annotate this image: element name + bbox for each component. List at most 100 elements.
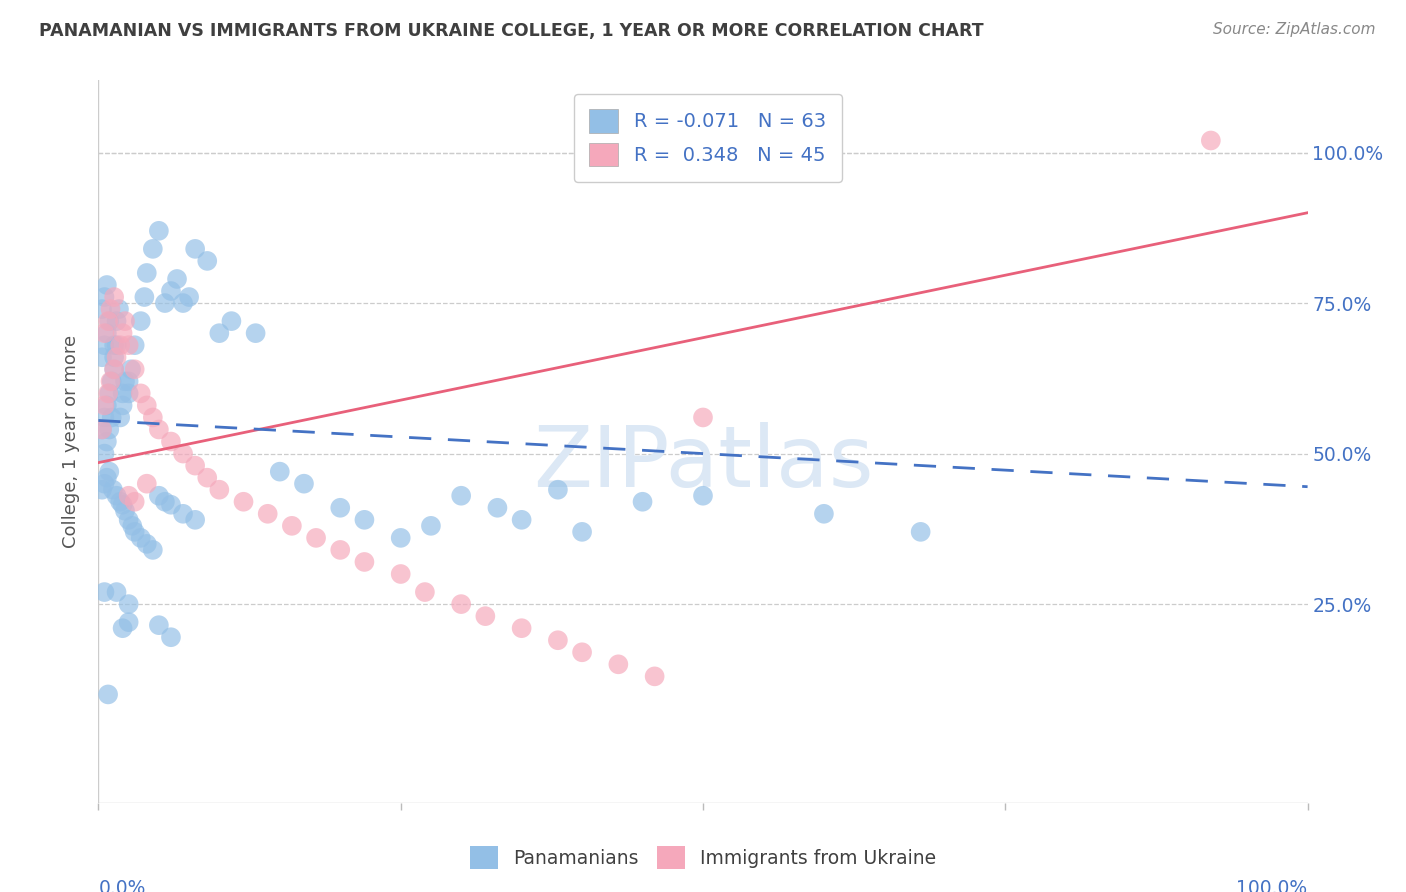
Point [93,476,115,491]
Point [413,585,436,599]
Point [96,326,118,341]
Point [148,618,170,632]
Point [114,504,136,518]
Point [389,531,412,545]
Point [100,301,122,317]
Point [160,498,183,512]
Point [692,410,714,425]
Point [118,375,141,389]
Point [100,375,122,389]
Point [105,314,128,328]
Point [389,567,412,582]
Point [329,542,352,557]
Point [111,621,134,635]
Point [120,362,142,376]
Point [124,362,146,376]
Point [269,465,291,479]
Point [105,585,128,599]
Text: ZIPatlas: ZIPatlas [533,422,873,505]
Point [607,657,630,672]
Point [142,242,165,256]
Point [134,290,156,304]
Point [98,465,121,479]
Point [292,476,315,491]
Point [118,615,141,630]
Point [571,645,593,659]
Point [184,242,207,256]
Point [93,585,115,599]
Point [91,423,114,437]
Point [353,513,375,527]
Point [135,537,157,551]
Point [172,446,194,460]
Point [142,410,165,425]
Point [93,338,115,352]
Point [108,338,131,352]
Point [101,483,124,497]
Point [510,621,533,635]
Point [114,375,136,389]
Point [103,362,125,376]
Point [118,338,141,352]
Point [114,314,136,328]
Point [631,494,654,508]
Point [98,386,121,401]
Point [105,350,128,364]
Point [184,458,207,473]
Point [1199,133,1222,147]
Point [96,471,118,485]
Point [450,597,472,611]
Point [129,386,152,401]
Point [195,471,218,485]
Point [98,423,121,437]
Point [179,290,201,304]
Point [100,375,122,389]
Point [172,296,194,310]
Point [103,338,125,352]
Point [129,314,152,328]
Point [96,398,118,412]
Point [91,301,114,317]
Point [353,555,375,569]
Point [160,434,183,449]
Point [172,507,194,521]
Point [474,609,496,624]
Point [910,524,932,539]
Point [420,519,443,533]
Point [153,494,176,508]
Point [93,410,115,425]
Point [105,489,128,503]
Point [111,498,134,512]
Y-axis label: College, 1 year or more: College, 1 year or more [62,335,80,548]
Point [93,290,115,304]
Point [93,326,115,341]
Text: 0.0%: 0.0% [98,879,146,892]
Point [96,277,118,292]
Point [108,301,131,317]
Point [98,314,121,328]
Point [118,489,141,503]
Point [547,633,569,648]
Point [103,362,125,376]
Point [91,483,114,497]
Point [148,224,170,238]
Point [644,669,666,683]
Point [100,410,122,425]
Point [571,524,593,539]
Point [118,597,141,611]
Point [160,284,183,298]
Point [97,687,120,701]
Point [135,266,157,280]
Point [148,423,170,437]
Point [148,489,170,503]
Text: Source: ZipAtlas.com: Source: ZipAtlas.com [1212,22,1375,37]
Point [111,398,134,412]
Point [692,489,714,503]
Point [281,519,304,533]
Point [232,494,254,508]
Point [93,398,115,412]
Point [103,290,125,304]
Point [305,531,328,545]
Point [135,476,157,491]
Point [813,507,835,521]
